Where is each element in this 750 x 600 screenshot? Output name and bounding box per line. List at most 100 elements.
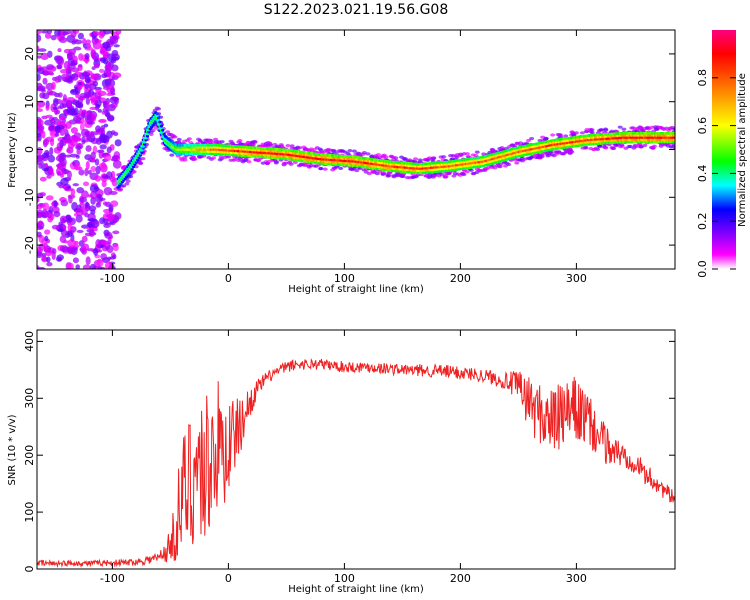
x-tick-label: 300 xyxy=(566,572,587,585)
halo-cell xyxy=(617,125,623,129)
halo-cell xyxy=(211,156,217,160)
noise-cell xyxy=(95,239,102,249)
colorbar-gradient xyxy=(712,30,736,269)
noise-cell xyxy=(95,202,101,208)
y-tick-label: 100 xyxy=(23,502,36,523)
x-tick-label: 0 xyxy=(225,272,232,285)
noise-cell xyxy=(83,94,90,98)
noise-cell xyxy=(40,66,49,72)
ridge-cell xyxy=(137,156,141,160)
halo-cell xyxy=(381,171,387,175)
noise-cell xyxy=(49,130,56,136)
colorbar-tick-label: 0.2 xyxy=(696,212,709,230)
ridge-cell xyxy=(134,160,138,164)
halo-cell xyxy=(118,187,124,192)
noise-cell xyxy=(37,118,44,128)
colorbar-tick-label: 0.8 xyxy=(696,69,709,87)
halo-cell xyxy=(182,158,188,162)
noise-cell xyxy=(87,169,92,175)
noise-cell xyxy=(75,145,82,150)
halo-cell xyxy=(589,128,595,132)
noise-cell xyxy=(107,114,115,122)
noise-cell xyxy=(43,210,50,218)
noise-cell xyxy=(37,55,42,59)
noise-cell xyxy=(75,214,83,223)
halo-cell xyxy=(672,145,675,149)
halo-cell xyxy=(573,131,579,135)
halo-cell xyxy=(619,143,625,147)
noise-cell xyxy=(84,201,89,208)
noise-cell xyxy=(104,233,111,237)
noise-cell xyxy=(59,102,64,110)
noise-cell xyxy=(59,158,67,167)
halo-cell xyxy=(593,146,599,150)
y-tick-label: 0 xyxy=(23,146,36,153)
noise-cell xyxy=(51,81,56,90)
colorbar-tick-label: 0.6 xyxy=(696,117,709,135)
halo-cell xyxy=(543,137,549,141)
noise-cell xyxy=(95,88,102,93)
noise-cell xyxy=(84,83,89,90)
ridge-cell xyxy=(162,132,166,136)
noise-cell xyxy=(84,167,89,177)
noise-cell xyxy=(54,132,60,137)
ridge-cell xyxy=(129,169,133,173)
figure-title: S122.2023.021.19.56.G08 xyxy=(264,2,449,18)
halo-cell xyxy=(569,150,575,154)
noise-cell xyxy=(37,156,43,162)
halo-cell xyxy=(510,143,516,147)
halo-cell xyxy=(318,166,324,171)
noise-cell xyxy=(90,48,97,58)
ridge-cell xyxy=(145,134,150,138)
noise-cell xyxy=(85,39,91,45)
y-tick-label: 10 xyxy=(23,95,36,109)
noise-cell xyxy=(60,199,69,207)
colorbar-ticks: 0.0 0.2 0.4 0.6 0.8 xyxy=(696,69,736,278)
noise-cell xyxy=(38,125,44,135)
noise-cell xyxy=(65,121,72,129)
y-tick-label: 0 xyxy=(23,566,36,573)
noise-cell xyxy=(57,228,64,232)
noise-cell xyxy=(75,137,82,142)
spectrogram-frame xyxy=(36,29,676,270)
noise-cell xyxy=(85,256,91,266)
noise-cell xyxy=(81,235,88,243)
noise-cell xyxy=(67,141,75,150)
noise-cell xyxy=(87,221,93,229)
noise-cell xyxy=(98,162,108,171)
halo-cell xyxy=(413,157,419,161)
noise-cell xyxy=(90,151,96,161)
noise-cell xyxy=(60,177,69,186)
noise-cell xyxy=(37,220,43,226)
noise-cell xyxy=(71,201,78,211)
noise-cell xyxy=(110,56,119,61)
noise-cell xyxy=(52,248,57,255)
halo-cell xyxy=(528,155,534,160)
halo-cell xyxy=(512,158,518,162)
halo-cell xyxy=(252,140,258,144)
noise-cell xyxy=(78,81,83,86)
halo-cell xyxy=(292,160,298,165)
halo-cell xyxy=(454,155,460,159)
halo-cell xyxy=(237,138,243,143)
halo-cell xyxy=(156,107,162,111)
noise-cell xyxy=(86,43,91,50)
noise-cell xyxy=(38,163,43,169)
noise-cell xyxy=(59,116,66,121)
noise-cell xyxy=(85,145,92,152)
noise-cell xyxy=(106,245,114,254)
halo-cell xyxy=(317,147,323,151)
noise-cell xyxy=(109,256,116,260)
noise-cell xyxy=(99,217,106,225)
noise-cell xyxy=(99,50,105,54)
noise-cell xyxy=(49,146,54,156)
halo-cell xyxy=(128,174,134,179)
noise-cell xyxy=(111,49,119,57)
halo-cell xyxy=(496,164,502,168)
halo-cell xyxy=(638,125,644,130)
ridge-cell xyxy=(141,146,145,150)
halo-cell xyxy=(464,152,470,156)
ridge-cell xyxy=(156,116,161,120)
x-tick-label: 200 xyxy=(450,572,471,585)
noise-cell xyxy=(113,216,118,224)
